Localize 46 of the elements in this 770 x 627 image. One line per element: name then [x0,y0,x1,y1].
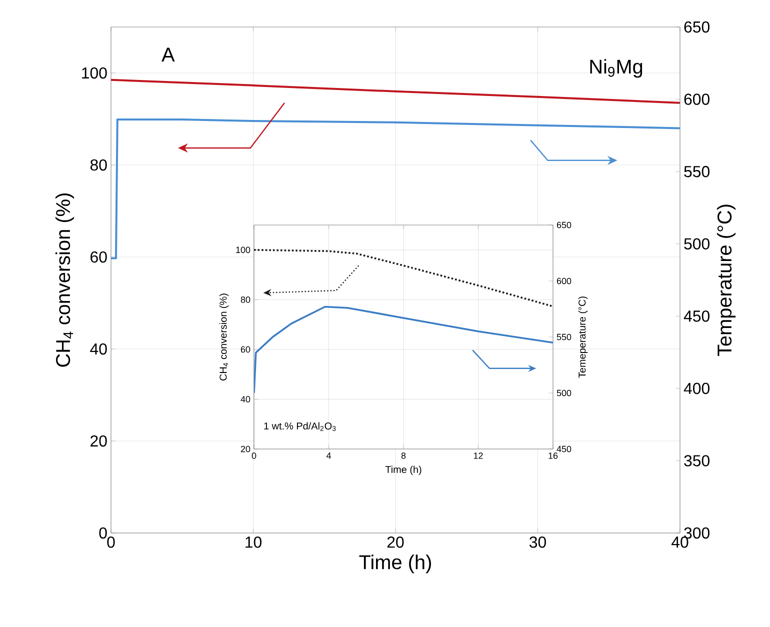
line-series [111,78,680,104]
y2-tick-label: 300 [684,527,710,539]
x-axis-title: Time (h) [359,554,431,574]
line-series [254,306,554,394]
y2-tick-label: 600 [684,94,710,105]
annotation: A [162,48,175,62]
y2-tick-label: 400 [684,382,710,394]
y2-tick-label: 500 [684,238,710,250]
annotation: Ni$_{9}$Mg [590,59,642,78]
y-tick-label: 80 [90,159,107,171]
x-tick-label: 16 [548,452,558,459]
y2-tick-label: 650 [684,21,710,33]
line-series [254,248,554,308]
x-tick-label: 0 [252,452,256,459]
x-tick-label: 10 [246,536,262,548]
y-tick-label: 80 [240,296,250,303]
y2-axis-title: Temperature (°C) [716,204,736,356]
y2-tick-label: 450 [556,446,572,452]
x-axis-title: Time (h) [385,466,422,475]
y2-tick-label: 450 [684,310,710,322]
y-axis-title: CH$_{4}$ conversion (%) [55,194,74,367]
x-tick-label: 30 [529,536,546,548]
x-tick-label: 4 [326,452,331,459]
y2-axis-title: Temeperature (°C) [578,296,588,378]
x-tick-label: 40 [672,536,688,548]
x-tick-label: 8 [401,452,406,459]
x-tick-label: 20 [387,536,404,548]
y2-tick-label: 650 [556,222,572,228]
y-tick-label: 60 [240,346,250,353]
y-tick-label: 40 [240,396,250,402]
y-tick-label: 20 [90,435,107,447]
y-tick-label: 60 [90,251,107,263]
y-tick-label: 0 [99,527,107,539]
y2-tick-label: 500 [556,390,572,396]
y-tick-label: 100 [82,67,107,79]
annotation: 1 wt.% Pd/Al$_{2}$O$_{3}$ [264,422,336,431]
y-tick-label: 100 [236,246,250,254]
x-tick-label: 12 [474,452,483,459]
y-tick-label: 20 [240,446,250,452]
y-tick-label: 40 [90,343,107,355]
x-tick-label: 0 [107,536,115,548]
y-axis-title: CH$_{4}$ conversion (%) [219,294,229,380]
y2-tick-label: 550 [684,166,710,178]
y2-tick-label: 350 [684,455,710,466]
y2-tick-label: 600 [556,278,572,284]
y2-tick-label: 550 [556,334,572,340]
